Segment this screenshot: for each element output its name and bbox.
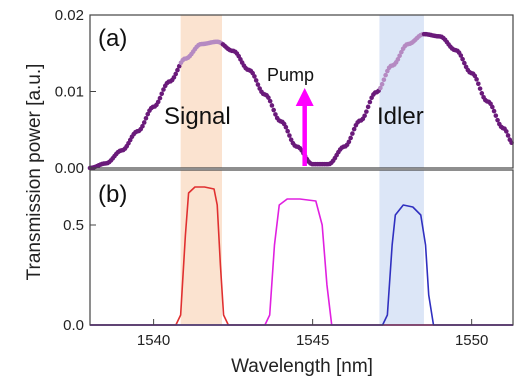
data-point [460,56,465,62]
panel-b-label: (b) [98,181,127,208]
data-point [173,71,179,77]
data-point [350,131,355,136]
xtick-label: 1550 [455,332,488,349]
data-point [351,126,357,132]
data-point [367,99,373,105]
data-point [397,53,402,59]
data-point [143,115,149,121]
data-point [161,87,166,92]
y-axis-label: Transmission power [a.u.] [24,64,45,281]
data-point [346,139,352,145]
band-a-0 [180,15,222,168]
band-b-0 [180,170,222,325]
data-point [365,104,371,110]
band-b-1 [379,170,424,325]
data-point [171,75,177,80]
ytick-a-label: 0.00 [55,160,84,177]
data-point [176,63,182,69]
signal-label: Signal [164,103,231,130]
data-point [479,91,485,96]
data-point [395,57,401,62]
ytick-b-label: 0.0 [63,317,84,334]
data-point [269,103,275,108]
data-point [253,78,259,83]
data-point [477,86,483,91]
data-point [378,85,383,91]
data-point [175,67,180,73]
data-point [364,109,369,114]
panel-a-frame [89,14,514,169]
panel-a: 0.00 0.01 0.02 (a) Signal Idler Pump [55,7,514,177]
data-point [273,112,278,117]
data-point [157,95,163,101]
ytick-a-label: 0.01 [55,84,84,101]
data-point [505,133,511,138]
data-point [252,74,257,79]
spectrum-line-2 [90,204,513,326]
data-point [255,82,261,87]
data-point [493,113,499,118]
data-point [476,81,481,87]
data-point [472,73,478,79]
data-point [348,135,353,141]
data-point [159,91,165,97]
ytick-a-label: 0.02 [55,7,84,24]
idler-label: Idler [377,103,424,130]
data-point [267,98,273,104]
data-point [145,111,151,117]
panel-a-label: (a) [98,25,127,52]
data-point [462,60,467,66]
data-point [383,72,388,78]
data-point [271,107,276,113]
data-point [285,128,290,134]
data-point [287,133,292,138]
panel-b: 0.0 0.5 1540 1545 1550 (b) [63,169,514,349]
data-point [141,120,147,125]
pump-arrow-head [295,88,314,106]
panel-b-frame [89,169,514,326]
data-point [474,77,479,82]
x-axis-label: Wavelength [nm] [231,356,373,377]
data-point [504,129,509,134]
data-point [288,137,294,142]
pump-label: Pump [267,65,314,85]
data-point [140,123,145,129]
ytick-b-label: 0.5 [63,217,84,234]
data-point [495,117,500,123]
data-point [155,99,161,105]
data-point [362,113,367,119]
spectrum-line-0 [90,186,513,326]
xtick-label: 1540 [137,332,170,349]
data-point [283,124,289,130]
data-point [458,53,464,58]
data-point [381,77,387,83]
xtick-label: 1545 [296,332,329,349]
data-point [491,108,497,114]
spectrum-line-1 [90,198,513,326]
data-point [266,95,271,100]
data-point [379,81,385,87]
data-point [490,104,495,110]
